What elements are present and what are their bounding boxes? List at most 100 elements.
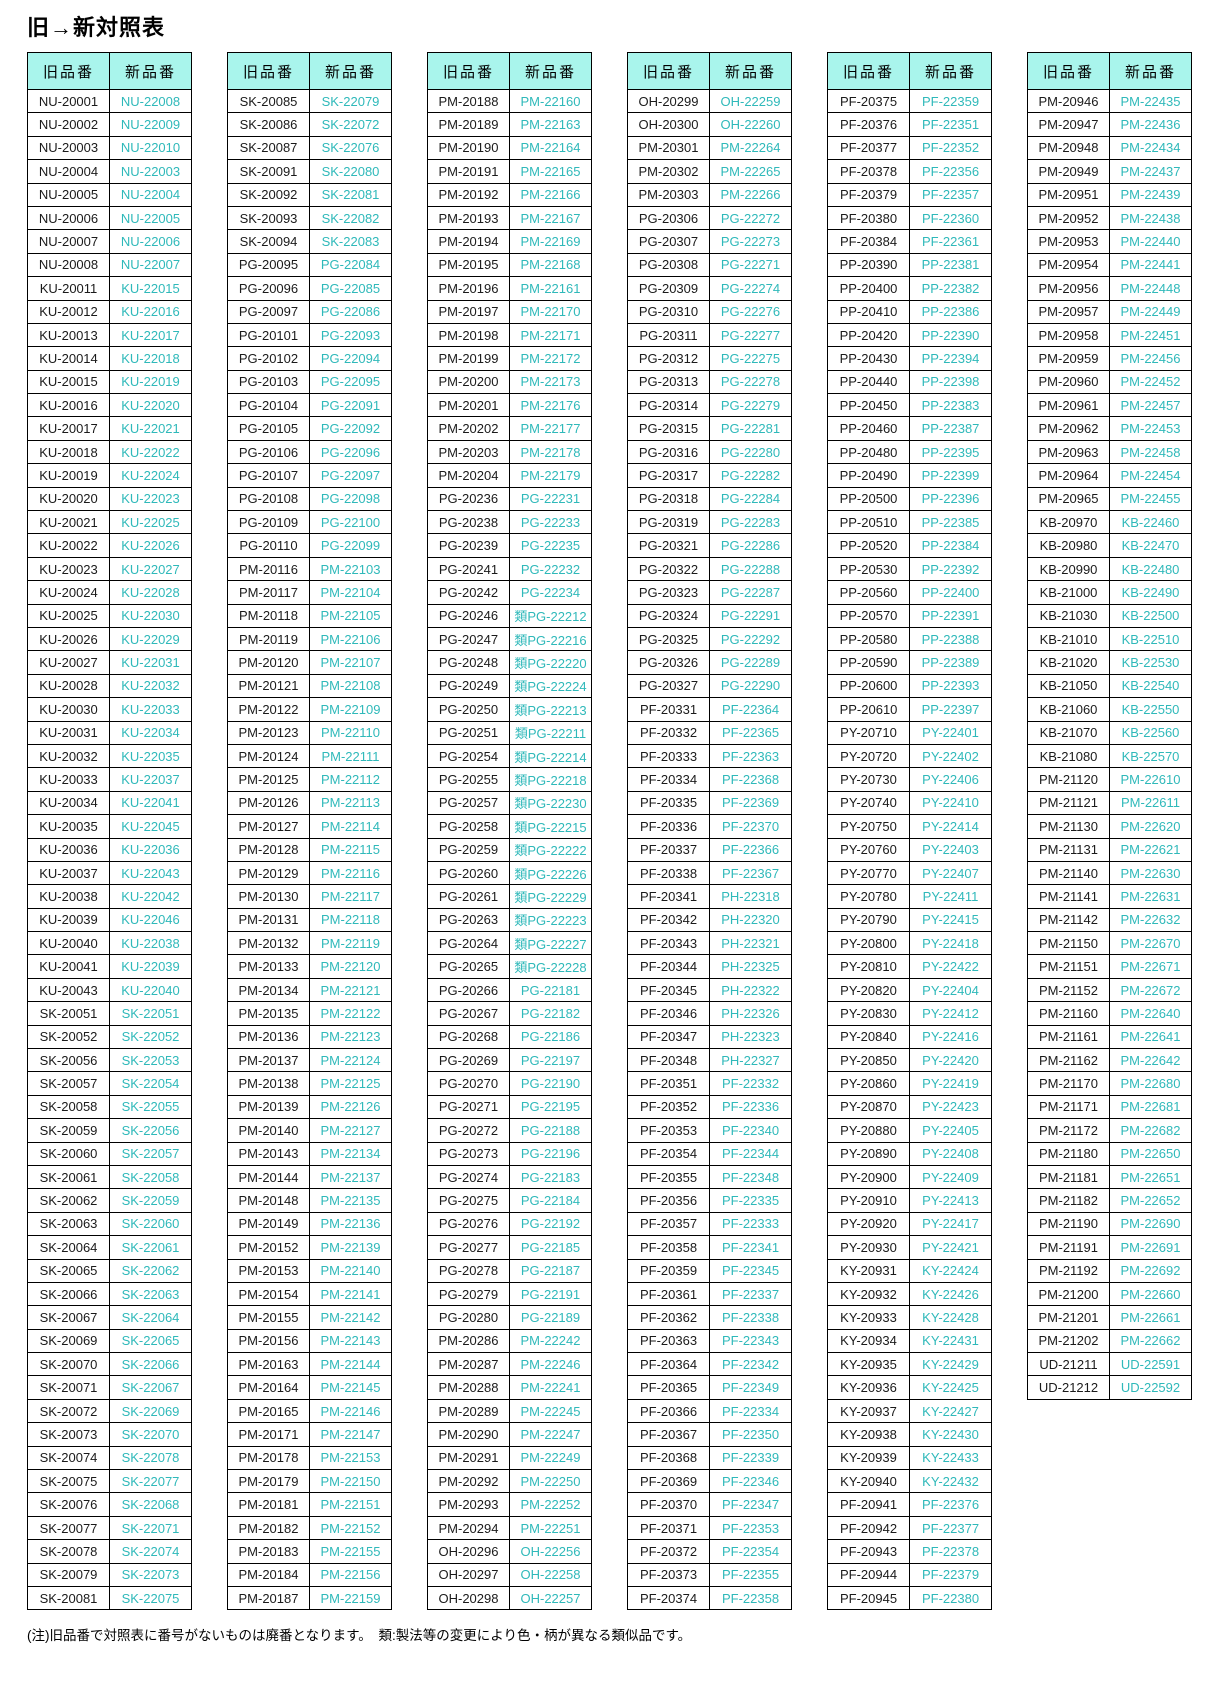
new-part-cell: 類PG-22224 xyxy=(509,673,592,699)
table-row: PF-20341 PH-22318 xyxy=(627,884,792,909)
table-row: SK-20066 SK-22063 xyxy=(27,1281,192,1307)
old-part-cell: PG-20261 xyxy=(427,884,510,909)
old-part-cell: KU-20015 xyxy=(27,369,110,395)
old-part-cell: PM-20188 xyxy=(427,88,510,114)
table-row: PM-20960 PM-22452 xyxy=(1027,369,1192,395)
new-part-cell: PM-22156 xyxy=(309,1562,392,1588)
table-row: PM-20203 PM-22178 xyxy=(427,439,592,465)
old-part-cell: PG-20242 xyxy=(427,580,510,605)
new-part-cell: PF-22333 xyxy=(709,1211,792,1237)
new-part-cell: PM-22250 xyxy=(509,1469,592,1494)
new-part-cell: UD-22591 xyxy=(1109,1352,1192,1377)
new-part-cell: PG-22100 xyxy=(309,510,392,535)
old-part-cell: KU-20025 xyxy=(27,603,110,628)
table-row: UD-21212 UD-22592 xyxy=(1027,1375,1192,1400)
new-part-cell: PY-22416 xyxy=(909,1024,992,1050)
table-row: PG-20273 PG-22196 xyxy=(427,1141,592,1166)
new-part-cell: PG-22197 xyxy=(509,1048,592,1073)
new-part-cell: PG-22286 xyxy=(709,533,792,558)
new-part-cell: PM-22170 xyxy=(509,299,592,324)
table-row: PM-20963 PM-22458 xyxy=(1027,439,1192,465)
old-part-cell: KU-20037 xyxy=(27,860,110,886)
old-part-cell: KU-20027 xyxy=(27,650,110,675)
table-row: SK-20074 SK-22078 xyxy=(27,1445,192,1471)
old-part-cell: SK-20063 xyxy=(27,1211,110,1237)
old-part-cell: KU-20016 xyxy=(27,393,110,418)
old-part-cell: PG-20319 xyxy=(627,510,710,535)
new-part-cell: PP-22395 xyxy=(909,439,992,465)
table-row: SK-20052 SK-22052 xyxy=(27,1024,192,1050)
table-row: NU-20004 NU-22003 xyxy=(27,159,192,184)
new-part-cell: PM-22109 xyxy=(309,697,392,722)
table-row: NU-20003 NU-22010 xyxy=(27,135,192,161)
old-part-cell: KY-20931 xyxy=(827,1258,910,1283)
new-part-cell: PY-22413 xyxy=(909,1188,992,1213)
old-part-cell: SK-20071 xyxy=(27,1375,110,1400)
new-part-cell: KU-22039 xyxy=(109,954,192,979)
table-row: PM-21190 PM-22690 xyxy=(1027,1211,1192,1237)
new-part-cell: PM-22451 xyxy=(1109,322,1192,348)
old-part-cell: PG-20260 xyxy=(427,860,510,886)
new-part-cell: PF-22337 xyxy=(709,1281,792,1307)
old-part-cell: PM-20952 xyxy=(1027,205,1110,231)
table-row: NU-20002 NU-22009 xyxy=(27,112,192,137)
table-row: PM-20154 PM-22141 xyxy=(227,1281,392,1307)
new-part-cell: PM-22121 xyxy=(309,977,392,1003)
header-row: 旧品番 新品番 xyxy=(427,52,592,90)
new-part-cell: PM-22682 xyxy=(1109,1118,1192,1143)
new-part-cell: PM-22136 xyxy=(309,1211,392,1237)
new-part-cell: KY-22424 xyxy=(909,1258,992,1283)
new-part-cell: PP-22383 xyxy=(909,393,992,418)
old-part-cell: PG-20326 xyxy=(627,650,710,675)
table-row: KU-20023 KU-22027 xyxy=(27,556,192,582)
new-part-cell: KY-22432 xyxy=(909,1469,992,1494)
old-part-cell: PF-20363 xyxy=(627,1328,710,1354)
new-part-cell: NU-22006 xyxy=(109,229,192,254)
old-part-cell: PY-20880 xyxy=(827,1118,910,1143)
old-part-cell: PG-20236 xyxy=(427,486,510,512)
old-part-cell: PM-20190 xyxy=(427,135,510,161)
table-row: PG-20278 PG-22187 xyxy=(427,1258,592,1283)
new-part-cell: KU-22018 xyxy=(109,346,192,371)
old-part-cell: KB-21080 xyxy=(1027,743,1110,769)
old-part-cell: PP-20500 xyxy=(827,486,910,512)
old-part-cell: UD-21211 xyxy=(1027,1352,1110,1377)
new-part-cell: PG-22195 xyxy=(509,1094,592,1120)
old-part-cell: PG-20104 xyxy=(227,393,310,418)
table-row: KY-20932 KY-22426 xyxy=(827,1281,992,1307)
old-part-cell: PM-20130 xyxy=(227,884,310,909)
new-part-cell: PF-22368 xyxy=(709,767,792,792)
new-part-cell: PM-22164 xyxy=(509,135,592,161)
old-part-cell: PM-20963 xyxy=(1027,439,1110,465)
new-part-cell: PG-22191 xyxy=(509,1281,592,1307)
new-part-cell: PF-22342 xyxy=(709,1352,792,1377)
old-part-cell: PF-20375 xyxy=(827,88,910,114)
table-row: PM-20189 PM-22163 xyxy=(427,112,592,137)
new-part-cell: PY-22415 xyxy=(909,907,992,933)
table-row: PM-20148 PM-22135 xyxy=(227,1188,392,1213)
footnote: (注)旧品番で対照表に番号がないものは廃番となります。 類:製法等の変更により色… xyxy=(27,1628,692,1644)
old-part-cell: KY-20940 xyxy=(827,1469,910,1494)
new-part-cell: PM-22651 xyxy=(1109,1164,1192,1190)
old-part-cell: PG-20274 xyxy=(427,1164,510,1190)
old-part-cell: PM-20163 xyxy=(227,1352,310,1377)
old-part-cell: PM-21191 xyxy=(1027,1235,1110,1260)
table-row: PM-20946 PM-22435 xyxy=(1027,88,1192,114)
old-part-cell: PG-20277 xyxy=(427,1235,510,1260)
new-part-cell: PM-22177 xyxy=(509,416,592,441)
table-row: PM-20193 PM-22167 xyxy=(427,205,592,231)
table-row: PG-20319 PG-22283 xyxy=(627,510,792,535)
new-part-cell: PM-22690 xyxy=(1109,1211,1192,1237)
new-part-cell: PM-22452 xyxy=(1109,369,1192,395)
new-part-cell: PG-22189 xyxy=(509,1305,592,1330)
old-part-cell: PP-20480 xyxy=(827,439,910,465)
new-part-cell: PF-22378 xyxy=(909,1539,992,1564)
table-row: PG-20259 類PG-22222 xyxy=(427,837,592,862)
table-row: NU-20005 NU-22004 xyxy=(27,182,192,207)
old-part-cell: PM-21150 xyxy=(1027,931,1110,956)
new-part-cell: PG-22096 xyxy=(309,439,392,465)
new-part-cell: PF-22338 xyxy=(709,1305,792,1330)
old-part-cell: KU-20028 xyxy=(27,673,110,699)
new-part-cell: PM-22620 xyxy=(1109,814,1192,839)
table-row: PM-20143 PM-22134 xyxy=(227,1141,392,1166)
